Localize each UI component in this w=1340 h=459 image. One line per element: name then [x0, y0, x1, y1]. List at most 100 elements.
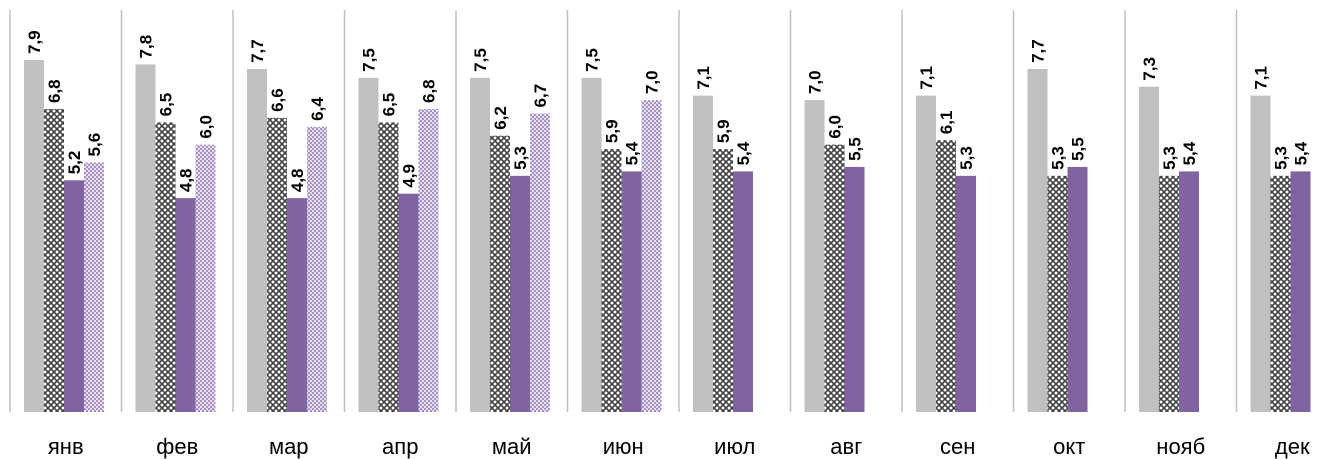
- data-label: 5,3: [1272, 146, 1291, 170]
- data-label: 4,9: [400, 164, 419, 188]
- bar: [804, 100, 825, 413]
- data-label: 6,2: [491, 106, 510, 130]
- bar: [693, 95, 713, 412]
- data-label: 7,1: [694, 66, 713, 90]
- bar: [247, 68, 267, 413]
- data-label: 5,4: [734, 141, 753, 165]
- category-label: окт: [1053, 434, 1085, 459]
- bar: [601, 149, 622, 412]
- data-label: 5,3: [957, 146, 976, 170]
- data-label: 7,3: [1140, 57, 1159, 81]
- bar: [1027, 68, 1048, 413]
- data-label: 6,7: [531, 84, 550, 108]
- data-label: 5,6: [85, 133, 104, 157]
- bar: [267, 117, 287, 413]
- bar: [733, 171, 753, 412]
- bar: [1139, 86, 1159, 412]
- bar: [470, 77, 490, 412]
- value-labels-group: 7,9 6,8 5,25,6 7,8 6,5 4,8 6,0 7,7 6,6 4,8 6,4 7,5 6…: [25, 30, 1311, 192]
- category-label: июл: [714, 434, 755, 459]
- data-label: 4,8: [288, 168, 307, 192]
- data-label: 5,3: [1049, 146, 1068, 170]
- data-label: 6,5: [380, 93, 399, 117]
- data-label: 5,9: [603, 119, 622, 143]
- bar: [621, 171, 642, 412]
- data-label: 4,8: [177, 168, 196, 192]
- category-label: сен: [940, 434, 975, 459]
- bar: [844, 166, 865, 412]
- data-label: 6,6: [268, 88, 287, 112]
- bar: [24, 60, 44, 412]
- bar: [378, 122, 399, 412]
- data-label: 7,8: [137, 35, 156, 59]
- bar: [1250, 95, 1271, 412]
- category-label: авг: [830, 434, 862, 459]
- bar: [1290, 171, 1311, 412]
- data-label: 5,4: [1292, 141, 1311, 165]
- bar: [418, 109, 439, 412]
- data-label: 6,5: [157, 93, 176, 117]
- bar: [956, 175, 976, 412]
- data-label: 6,1: [937, 111, 956, 135]
- bar: [398, 193, 419, 412]
- category-label: апр: [382, 434, 418, 459]
- bar: [195, 144, 216, 412]
- bar: [530, 113, 550, 412]
- bar: [175, 198, 196, 412]
- category-label: янв: [48, 434, 84, 459]
- bar: [824, 144, 845, 412]
- bar: [135, 64, 156, 413]
- data-label: 6,8: [420, 79, 439, 103]
- category-label: нояб: [1156, 434, 1205, 459]
- data-label: 5,9: [714, 119, 733, 143]
- data-label: 7,1: [917, 66, 936, 90]
- data-label: 6,4: [308, 97, 327, 121]
- bar: [287, 198, 307, 412]
- bar: [916, 95, 936, 412]
- data-label: 7,7: [1029, 39, 1048, 63]
- bar: [155, 122, 176, 412]
- data-label: 5,2: [65, 151, 84, 175]
- category-label: июн: [603, 434, 644, 459]
- bar: [1067, 166, 1088, 412]
- data-label: 7,1: [1252, 66, 1271, 90]
- bar: [490, 135, 510, 413]
- bar: [1179, 171, 1199, 412]
- bar: [581, 77, 602, 412]
- data-label: 5,5: [846, 137, 865, 161]
- data-label: 7,9: [25, 30, 44, 54]
- bar: [936, 140, 956, 413]
- data-label: 7,5: [471, 48, 490, 72]
- data-label: 5,3: [1160, 146, 1179, 170]
- data-label: 7,5: [583, 48, 602, 72]
- category-label: мар: [269, 434, 309, 459]
- category-label: дек: [1275, 434, 1310, 459]
- data-label: 5,4: [1180, 141, 1199, 165]
- data-label: 5,4: [623, 141, 642, 165]
- bar: [64, 180, 84, 412]
- bars-group: [24, 60, 1311, 413]
- bar: [358, 77, 379, 412]
- category-label: фев: [156, 434, 198, 459]
- data-label: 7,5: [360, 48, 379, 72]
- bar: [84, 162, 104, 412]
- data-label: 5,3: [511, 146, 530, 170]
- bar: [307, 126, 327, 412]
- data-label: 6,0: [197, 115, 216, 139]
- category-dividers: [9, 10, 1238, 412]
- bar: [1270, 175, 1291, 412]
- data-label: 7,0: [643, 70, 662, 94]
- data-label: 5,5: [1069, 137, 1088, 161]
- category-labels-group: янв фев мар апр май июн июл авг сен окт нояб дек: [48, 434, 1310, 459]
- bar: [641, 100, 662, 413]
- bar: [1159, 175, 1179, 412]
- data-label: 7,7: [248, 39, 267, 63]
- bar: [44, 109, 64, 412]
- data-label: 7,0: [806, 70, 825, 94]
- category-label: май: [492, 434, 532, 459]
- data-label: 6,8: [45, 79, 64, 103]
- bar: [713, 149, 733, 412]
- bar: [1047, 175, 1068, 412]
